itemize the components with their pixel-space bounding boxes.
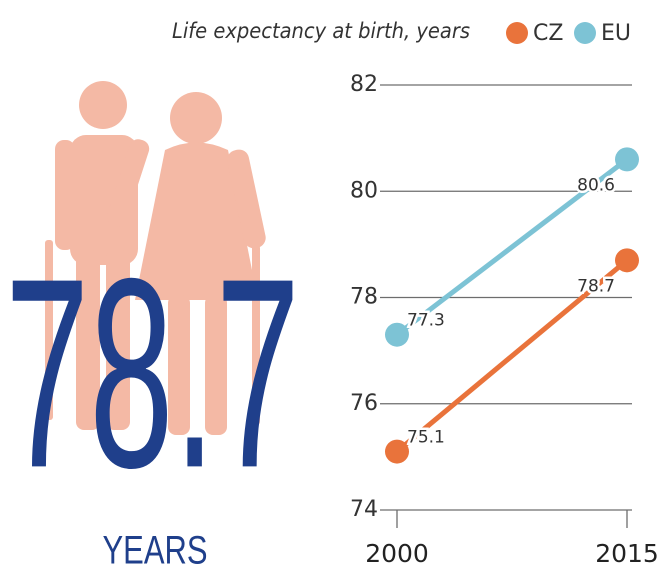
headline-value: 78.7 bbox=[5, 223, 300, 524]
chart-title: Life expectancy at birth, years bbox=[172, 19, 470, 43]
x-tick-label: 2000 bbox=[365, 539, 429, 568]
infographic: 78.7 YEARS Life expectancy at birth, yea… bbox=[0, 0, 658, 575]
y-tick-label: 80 bbox=[350, 178, 378, 203]
data-label: 78.7 bbox=[577, 276, 615, 296]
data-label: 77.3 bbox=[407, 311, 445, 331]
y-tick-label: 76 bbox=[350, 391, 378, 416]
y-tick-label: 82 bbox=[350, 72, 378, 97]
legend-swatch bbox=[574, 22, 596, 44]
legend-label: CZ bbox=[533, 21, 563, 46]
data-label: 80.6 bbox=[577, 175, 615, 195]
data-point bbox=[615, 147, 639, 171]
legend-swatch bbox=[506, 22, 528, 44]
data-point bbox=[615, 248, 639, 272]
y-tick-label: 78 bbox=[350, 285, 378, 310]
x-tick-label: 2015 bbox=[595, 539, 658, 568]
data-point bbox=[385, 440, 409, 464]
data-label: 75.1 bbox=[407, 428, 445, 448]
data-point bbox=[385, 323, 409, 347]
y-tick-label: 74 bbox=[350, 497, 378, 522]
legend-label: EU bbox=[601, 21, 631, 46]
headline-unit: YEARS bbox=[103, 529, 208, 573]
